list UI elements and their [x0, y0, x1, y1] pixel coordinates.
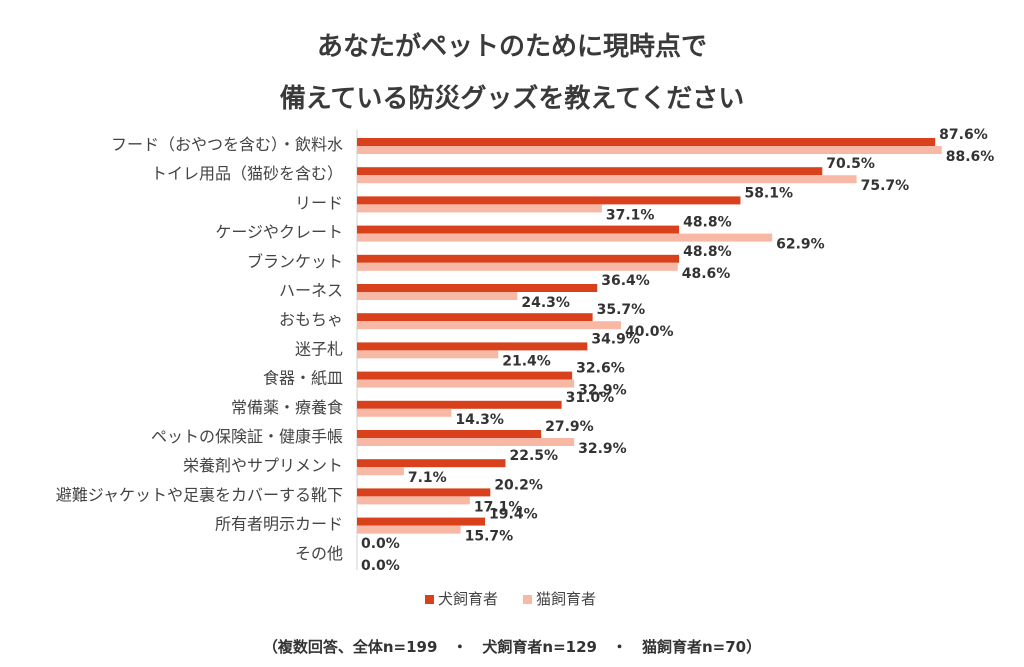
data-label-dog: 19.4% [489, 507, 538, 523]
bar-dog [357, 254, 680, 263]
bar-cat [357, 350, 499, 359]
bar-cat [357, 438, 575, 446]
bar-cat [357, 321, 621, 330]
category-label: 食器・紙皿 [263, 369, 343, 388]
data-label-cat: 32.9% [578, 441, 627, 457]
data-label-cat: 62.9% [776, 237, 825, 253]
legend-swatch-cat [523, 595, 532, 604]
data-label-dog: 36.4% [601, 273, 650, 289]
data-label-cat: 15.7% [465, 529, 514, 545]
data-label-dog: 20.2% [494, 477, 543, 493]
data-label-dog: 70.5% [826, 156, 875, 172]
chart-title-line-1: あなたがペットのために現時点で [316, 32, 707, 62]
data-label-dog: 58.1% [744, 185, 793, 201]
bar-dog [357, 313, 593, 322]
data-label-dog: 34.9% [591, 331, 640, 347]
category-label: 避難ジャケットや足裏をカバーする靴下 [56, 485, 343, 504]
legend-swatch-dog [425, 595, 434, 604]
category-label: その他 [295, 544, 343, 563]
data-label-cat: 17.1% [474, 499, 523, 515]
bar-dog [357, 488, 491, 497]
bar-cat [357, 525, 461, 534]
data-label-cat: 24.3% [521, 295, 570, 311]
bar-dog [357, 225, 680, 234]
category-label: 栄養剤やサプリメント [183, 456, 343, 475]
data-label-dog: 32.6% [576, 361, 625, 377]
category-label: リード [295, 193, 343, 212]
category-label: ハーネス [279, 281, 343, 300]
bar-dog [357, 167, 823, 176]
bar-dog [357, 196, 741, 205]
bar-cat [357, 292, 518, 300]
bar-cat [357, 233, 773, 242]
data-label-cat: 48.6% [682, 266, 731, 282]
bar-dog [357, 459, 506, 468]
data-label-dog: 87.6% [939, 127, 988, 143]
category-label: 常備薬・療養食 [231, 398, 343, 417]
bar-cat [357, 379, 575, 388]
chart-title-line-2: 備えている防災グッズを教えてください [279, 84, 745, 114]
bar-dog [357, 517, 486, 526]
data-label-cat: 21.4% [502, 353, 551, 369]
category-label: ペットの保険証・健康手帳 [151, 427, 343, 446]
category-label: 所有者明示カード [215, 515, 343, 534]
bar-dog [357, 284, 598, 292]
data-label-cat: 75.7% [861, 178, 910, 194]
bar-dog [357, 342, 588, 351]
bar-cat [357, 496, 470, 505]
data-label-cat: 0.0% [361, 558, 400, 574]
category-label: トイレ用品（猫砂を含む） [151, 164, 343, 183]
data-label-cat: 32.9% [578, 383, 627, 399]
bar-cat [357, 408, 452, 417]
data-label-cat: 88.6% [946, 149, 995, 165]
bar-cat [357, 175, 857, 184]
legend-label-cat: 猫飼育者 [536, 590, 596, 608]
data-label-dog: 22.5% [510, 448, 559, 464]
data-label-dog: 27.9% [545, 419, 594, 435]
sample-size-footnote: （複数回答、全体n=199 ・ 犬飼育者n=129 ・ 猫飼育者n=70） [262, 638, 762, 656]
data-label-dog: 48.8% [683, 244, 732, 260]
category-label: フード（おやつを含む）・飲料水 [111, 135, 343, 154]
data-label-dog: 48.8% [683, 215, 732, 231]
category-label: ブランケット [247, 252, 343, 271]
bar-cat [357, 204, 602, 213]
bar-cat [357, 262, 678, 271]
bar-dog [357, 430, 542, 438]
data-label-dog: 0.0% [361, 536, 400, 552]
category-label: ケージやクレート [215, 223, 343, 242]
category-label: 迷子札 [295, 339, 343, 358]
data-label-cat: 14.3% [455, 412, 504, 428]
bar-cat [357, 146, 942, 154]
data-label-cat: 37.1% [606, 207, 655, 223]
data-label-cat: 7.1% [408, 470, 447, 486]
data-label-cat: 40.0% [625, 324, 674, 340]
bar-dog [357, 138, 936, 146]
bar-dog [357, 371, 573, 380]
bar-dog [357, 400, 562, 409]
legend-label-dog: 犬飼育者 [438, 590, 498, 608]
data-label-dog: 35.7% [597, 302, 646, 318]
data-label-dog: 31.0% [566, 390, 615, 406]
bar-cat [357, 467, 404, 476]
category-label: おもちゃ [279, 310, 343, 329]
